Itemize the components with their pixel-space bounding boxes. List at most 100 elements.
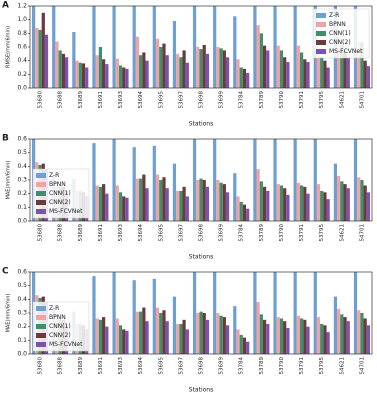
bar [202,180,206,221]
bar [125,197,129,221]
legend-swatch [316,13,326,18]
bar [185,196,189,221]
bar [115,318,119,354]
bar [262,45,267,88]
y-tick-label: 0.4 [17,163,27,170]
bar [246,341,250,354]
bar [363,60,367,88]
bar [61,53,66,88]
bar [343,184,347,221]
bar [326,199,330,221]
bar [102,59,106,88]
bar [222,184,226,221]
bar [233,306,237,354]
bar [98,47,103,88]
bar [283,57,287,88]
bar [115,58,119,88]
bar [122,329,126,354]
bar [132,280,136,354]
bar [192,6,197,88]
bar [182,50,186,88]
bar [222,317,226,354]
bar [185,329,189,354]
legend-label: BPNN [329,21,346,28]
bar [105,326,109,354]
bar [55,41,59,88]
bar [85,67,89,88]
y-tick-label: 1.2 [17,3,27,10]
y-tick-label: 0.2 [17,71,27,78]
bar [306,62,310,88]
bar [233,16,237,88]
x-tick-label: 54701 [359,224,365,242]
bar [259,181,263,221]
bar [165,321,169,354]
bar [266,190,270,221]
bar [346,188,350,221]
bar [273,272,277,354]
x-axis-label: Stations [189,121,213,128]
legend-swatch [36,324,46,329]
legend-label: MS-FCVNet [329,48,363,55]
bar [112,272,116,354]
x-tick-label: 53695 [158,224,164,242]
x-tick-label: 54621 [339,357,345,375]
bar [196,313,200,354]
bar [326,67,330,88]
legend-label: MS-FCVNet [49,208,83,215]
x-tick-label: 53689 [78,357,84,375]
bar [242,204,247,221]
bar [256,169,260,221]
bar [219,182,223,221]
legend-swatch [36,333,46,338]
bar [320,323,324,354]
bar [145,321,149,354]
bar [78,62,82,88]
bar [179,57,183,88]
bar [225,325,230,354]
bar [343,50,347,88]
bar [216,47,220,88]
y-tick-label: 1.0 [17,16,27,23]
y-tick-label: 0.5 [17,282,27,289]
bar [316,47,321,88]
x-tick-label: 53789 [259,91,265,109]
legend-label: CNN(1) [49,190,71,197]
bar [346,57,350,88]
bar [303,319,307,354]
bar [139,311,143,354]
bar [242,68,247,88]
x-tick-label: 53691 [98,91,104,109]
x-tick-label: 53790 [279,91,285,109]
bar [259,33,263,88]
bar [176,323,180,354]
bar [95,185,99,221]
legend-label: CNN(2) [329,39,351,46]
legend-swatch [36,191,46,196]
bar [98,319,103,354]
x-tick-label: 53680 [38,357,44,375]
x-axis-label: Stations [189,387,213,394]
x-tick-label: 53697 [178,91,184,109]
bar [286,195,290,221]
bar [253,272,257,354]
bar [199,311,203,354]
bar [32,6,36,88]
bar [182,319,186,354]
bar [199,178,203,221]
bar [202,44,206,88]
bar [266,50,270,88]
legend-label: CNN(2) [49,199,71,206]
bar [196,180,200,221]
legend-swatch [316,31,326,36]
plot-frame [29,5,373,89]
x-tick-label: 53698 [199,91,205,109]
x-tick-label: 53790 [279,224,285,242]
bar [279,318,284,354]
bar [306,193,310,221]
bar [132,147,136,221]
bar [336,36,341,88]
bar [357,177,361,221]
x-tick-label: 53680 [38,91,44,109]
bar [142,52,146,88]
